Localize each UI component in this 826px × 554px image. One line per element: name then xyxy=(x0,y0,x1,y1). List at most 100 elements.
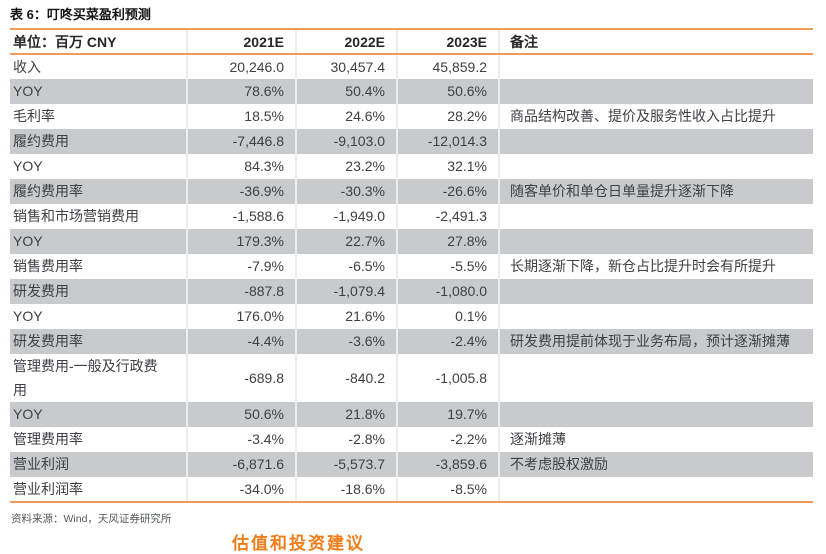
value-2022e-cell: 30,457.4 xyxy=(295,54,397,79)
row-label-cell: 履约费用 xyxy=(13,133,69,149)
column-header-2023e: 2023E xyxy=(396,28,499,55)
remark-cell: 不考虑股权激励 xyxy=(498,452,813,477)
value-2022e-cell: 22.7% xyxy=(295,229,397,254)
value-2022e-cell: -30.3% xyxy=(295,179,397,204)
remark-cell: 随客单价和单仓日单量提升逐渐下降 xyxy=(498,179,813,204)
remark-cell: 研发费用提前体现于业务布局，预计逐渐摊薄 xyxy=(498,329,813,354)
value-2022e-cell: 23.2% xyxy=(295,154,397,179)
remark-cell xyxy=(498,477,813,503)
value-2023e-cell: 50.6% xyxy=(396,79,499,104)
value-2023e-cell: 45,859.2 xyxy=(396,54,499,79)
remark-cell xyxy=(498,279,813,304)
remark-cell xyxy=(498,354,813,402)
table-row: 管理费用率 -3.4% -2.8% -2.2% 逐渐摊薄 xyxy=(10,427,813,452)
row-label-cell: 销售费用率 xyxy=(13,258,83,274)
value-2023e-cell: -1,080.0 xyxy=(396,279,499,304)
column-header-2021e: 2021E xyxy=(186,28,296,55)
table-row: 毛利率 18.5% 24.6% 28.2% 商品结构改善、提价及服务性收入占比提升 xyxy=(10,104,813,129)
remark-cell xyxy=(498,154,813,179)
value-2022e-cell: -3.6% xyxy=(295,329,397,354)
value-2021e-cell: -4.4% xyxy=(186,329,296,354)
value-2022e-cell: -1,079.4 xyxy=(295,279,397,304)
remark-cell xyxy=(498,304,813,329)
value-2021e-cell: -7,446.8 xyxy=(186,129,296,154)
table-row: YOY 179.3% 22.7% 27.8% xyxy=(10,229,813,254)
source-note: 资料来源：Wind，天风证券研究所 xyxy=(11,513,172,525)
row-label-cell: YOY xyxy=(13,83,43,99)
row-label-cell: YOY xyxy=(13,158,43,174)
value-2021e-cell: 179.3% xyxy=(186,229,296,254)
table-title: 表 6：叮咚买菜盈利预测 xyxy=(10,7,151,22)
value-2021e-cell: -36.9% xyxy=(186,179,296,204)
value-2022e-cell: 24.6% xyxy=(295,104,397,129)
table-row: YOY 84.3% 23.2% 32.1% xyxy=(10,154,813,179)
value-2022e-cell: -18.6% xyxy=(295,477,397,503)
column-header-unit: 单位：百万 CNY xyxy=(10,28,187,55)
value-2021e-cell: 18.5% xyxy=(186,104,296,129)
table-body: 收入 20,246.0 30,457.4 45,859.2 YOY 78.6% 50.4% 5… xyxy=(10,54,813,503)
value-2021e-cell: -7.9% xyxy=(186,254,296,279)
value-2022e-cell: -1,949.0 xyxy=(295,204,397,229)
remark-cell xyxy=(498,79,813,104)
value-2021e-cell: 20,246.0 xyxy=(186,54,296,79)
value-2021e-cell: 78.6% xyxy=(186,79,296,104)
value-2022e-cell: -840.2 xyxy=(295,354,397,402)
table-row: 研发费用 -887.8 -1,079.4 -1,080.0 xyxy=(10,279,813,304)
row-label-cell: 营业利润 xyxy=(13,456,69,472)
table-row: YOY 50.6% 21.8% 19.7% xyxy=(10,402,813,427)
value-2021e-cell: -887.8 xyxy=(186,279,296,304)
table-row: 销售和市场营销费用 -1,588.6 -1,949.0 -2,491.3 xyxy=(10,204,813,229)
remark-cell xyxy=(498,402,813,427)
value-2023e-cell: -2,491.3 xyxy=(396,204,499,229)
value-2023e-cell: -2.2% xyxy=(396,427,499,452)
value-2023e-cell: -3,859.6 xyxy=(396,452,499,477)
remark-cell xyxy=(498,204,813,229)
remark-cell: 长期逐渐下降，新仓占比提升时会有所提升 xyxy=(498,254,813,279)
remark-cell xyxy=(498,54,813,79)
column-header-remark: 备注 xyxy=(498,28,813,55)
value-2023e-cell: 32.1% xyxy=(396,154,499,179)
table-row: 管理费用-一般及行政费用 -689.8 -840.2 -1,005.8 xyxy=(10,354,813,402)
value-2022e-cell: -5,573.7 xyxy=(295,452,397,477)
report-page: 表 6：叮咚买菜盈利预测 单位：百万 CNY 2021E 2022E 2023E… xyxy=(10,7,813,525)
row-label-cell: YOY xyxy=(13,308,43,324)
value-2023e-cell: 28.2% xyxy=(396,104,499,129)
value-2023e-cell: -1,005.8 xyxy=(396,354,499,402)
value-2021e-cell: -34.0% xyxy=(186,477,296,503)
remark-cell: 商品结构改善、提价及服务性收入占比提升 xyxy=(498,104,813,129)
value-2023e-cell: -12,014.3 xyxy=(396,129,499,154)
value-2021e-cell: -3.4% xyxy=(186,427,296,452)
table-header: 单位：百万 CNY 2021E 2022E 2023E 备注 xyxy=(10,28,813,55)
value-2021e-cell: -6,871.6 xyxy=(186,452,296,477)
table-row: 销售费用率 -7.9% -6.5% -5.5% 长期逐渐下降，新仓占比提升时会有所提升 xyxy=(10,254,813,279)
value-2023e-cell: 19.7% xyxy=(396,402,499,427)
value-2022e-cell: 21.6% xyxy=(295,304,397,329)
value-2023e-cell: 27.8% xyxy=(396,229,499,254)
value-2023e-cell: -8.5% xyxy=(396,477,499,503)
value-2021e-cell: -689.8 xyxy=(186,354,296,402)
table-row: 研发费用率 -4.4% -3.6% -2.4% 研发费用提前体现于业务布局，预计逐渐摊薄 xyxy=(10,329,813,354)
value-2023e-cell: 0.1% xyxy=(396,304,499,329)
value-2022e-cell: -9,103.0 xyxy=(295,129,397,154)
table-row: 履约费用率 -36.9% -30.3% -26.6% 随客单价和单仓日单量提升逐渐下降 xyxy=(10,179,813,204)
value-2021e-cell: 50.6% xyxy=(186,402,296,427)
value-2021e-cell: 84.3% xyxy=(186,154,296,179)
remark-cell xyxy=(498,229,813,254)
row-label-cell: 履约费用率 xyxy=(13,183,83,199)
row-label-cell: 销售和市场营销费用 xyxy=(13,208,139,224)
value-2023e-cell: -2.4% xyxy=(396,329,499,354)
forecast-table: 单位：百万 CNY 2021E 2022E 2023E 备注 收入 20,246.… xyxy=(10,28,813,503)
row-label-cell: 研发费用率 xyxy=(13,333,83,349)
row-label-cell: 营业利润率 xyxy=(10,477,187,503)
row-label-cell: 毛利率 xyxy=(13,108,55,124)
table-row: 履约费用 -7,446.8 -9,103.0 -12,014.3 xyxy=(10,129,813,154)
value-2022e-cell: -2.8% xyxy=(295,427,397,452)
table-row: YOY 78.6% 50.4% 50.6% xyxy=(10,79,813,104)
value-2021e-cell: 176.0% xyxy=(186,304,296,329)
remark-cell: 逐渐摊薄 xyxy=(498,427,813,452)
row-label-cell: 研发费用 xyxy=(13,283,69,299)
column-header-2022e: 2022E xyxy=(295,28,397,55)
row-label-cell: 管理费用-一般及行政费用 xyxy=(13,358,158,398)
remark-cell xyxy=(498,129,813,154)
value-2022e-cell: -6.5% xyxy=(295,254,397,279)
